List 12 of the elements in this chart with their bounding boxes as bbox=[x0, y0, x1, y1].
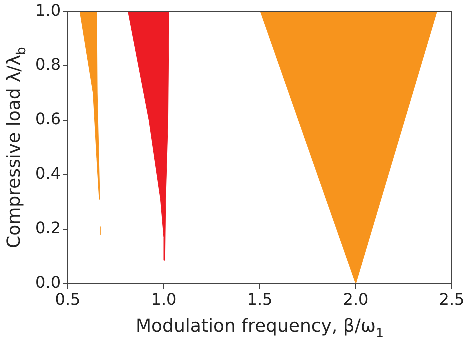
y-tick-label: 0.8 bbox=[36, 55, 61, 74]
x-tick-label: 1.0 bbox=[151, 290, 177, 309]
y-tick-label: 0.0 bbox=[36, 273, 61, 292]
x-tick-label: 2.5 bbox=[439, 290, 465, 309]
x-tick-label: 2.0 bbox=[343, 290, 369, 309]
y-tick-label: 1.0 bbox=[36, 0, 61, 20]
y-tick-label: 0.2 bbox=[36, 218, 61, 238]
x-tick-label: 1.5 bbox=[247, 290, 273, 309]
y-axis-title: Compressive load λ/λb bbox=[4, 47, 28, 248]
y-tick-label: 0.6 bbox=[36, 110, 61, 129]
y-tick-label: 0.4 bbox=[36, 164, 61, 184]
x-tick-label: 0.5 bbox=[55, 290, 81, 309]
